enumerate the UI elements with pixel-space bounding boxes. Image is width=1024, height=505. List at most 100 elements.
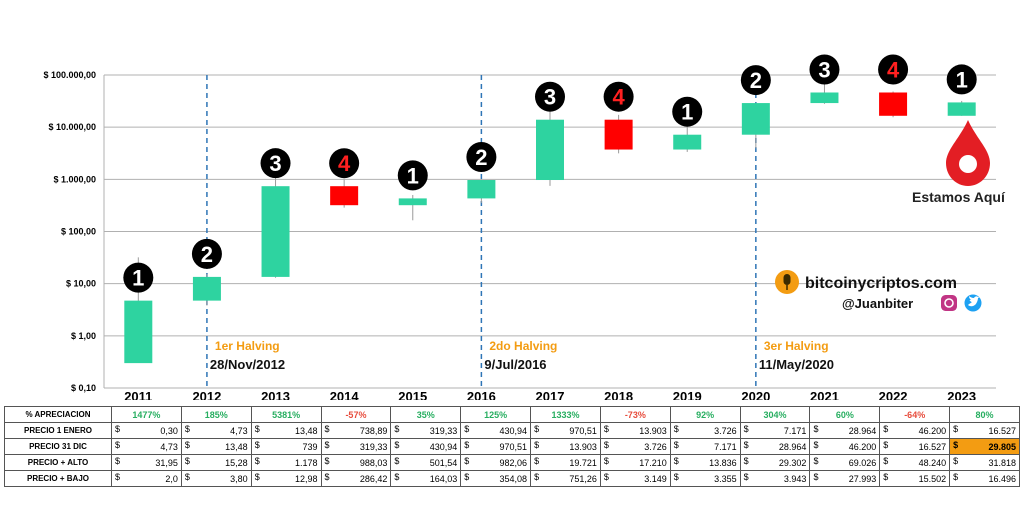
cycle-badge-number: 3 bbox=[818, 57, 830, 82]
cycle-badge bbox=[809, 54, 840, 85]
price-cell: $13.836 bbox=[669, 454, 741, 471]
price-cell: $3,80 bbox=[180, 470, 252, 487]
currency-symbol: $ bbox=[115, 440, 121, 450]
currency-symbol: $ bbox=[883, 424, 889, 434]
microphone-icon-body bbox=[783, 274, 791, 285]
price-cell: $286,42 bbox=[320, 470, 392, 487]
price-cell: $13.903 bbox=[599, 422, 671, 439]
cycle-badge-number: 4 bbox=[612, 85, 625, 110]
currency-symbol: $ bbox=[673, 472, 679, 482]
price-cell: $3.943 bbox=[739, 470, 811, 487]
cycle-badge-number: 1 bbox=[681, 100, 693, 125]
cycle-badge-number: 1 bbox=[956, 67, 968, 92]
row-label: PRECIO 31 DIC bbox=[4, 438, 112, 455]
location-drop-hole bbox=[959, 155, 977, 173]
price-cell: $19.721 bbox=[530, 454, 601, 471]
table-row: PRECIO 1 ENERO $0,30 $4,73 $13,48 $738,89 $31… bbox=[4, 422, 1020, 439]
brand-site: bitcoinycriptos.com bbox=[805, 275, 957, 292]
currency-symbol: $ bbox=[813, 424, 819, 434]
currency-symbol: $ bbox=[953, 424, 959, 434]
currency-symbol: $ bbox=[254, 424, 260, 434]
instagram-icon-lens bbox=[944, 298, 954, 308]
price-cell: $970,51 bbox=[460, 438, 532, 455]
currency-symbol: $ bbox=[534, 472, 540, 482]
y-tick-label: $ 100.000,00 bbox=[43, 70, 96, 80]
price-cell: $501,54 bbox=[390, 454, 462, 471]
halving-date: 9/Jul/2016 bbox=[484, 357, 546, 372]
price-cell: $164,03 bbox=[390, 470, 462, 487]
cycle-badge bbox=[466, 142, 497, 173]
price-cell: $13,48 bbox=[180, 438, 252, 455]
price-cell: $48.240 bbox=[879, 454, 951, 471]
x-tick-label: 2021 bbox=[810, 389, 839, 400]
table-row: PRECIO + BAJO $2,0 $3,80 $12,98 $286,42 $164,… bbox=[4, 470, 1020, 487]
price-cell: $751,26 bbox=[530, 470, 601, 487]
currency-symbol: $ bbox=[394, 424, 400, 434]
currency-symbol: $ bbox=[673, 440, 679, 450]
row-label: PRECIO + BAJO bbox=[4, 470, 112, 487]
currency-symbol: $ bbox=[603, 472, 609, 482]
price-cell: $16.527 bbox=[949, 422, 1020, 439]
instagram-icon bbox=[941, 295, 957, 311]
price-cell: $4,73 bbox=[111, 438, 182, 455]
price-cell: $46.200 bbox=[809, 438, 881, 455]
price-cell: $13.903 bbox=[530, 438, 601, 455]
price-cell: $29.302 bbox=[739, 454, 811, 471]
cycle-badge bbox=[878, 54, 909, 85]
x-tick-label: 2019 bbox=[673, 389, 702, 400]
halving-date: 11/May/2020 bbox=[759, 357, 834, 372]
price-cell: $0,30 bbox=[111, 422, 182, 439]
candle-body bbox=[604, 119, 633, 150]
pct-cell: -57% bbox=[320, 406, 392, 423]
x-tick-label: 2013 bbox=[261, 389, 290, 400]
cycle-badge-number: 4 bbox=[887, 57, 900, 82]
here-label: Estamos Aquí bbox=[912, 189, 1006, 205]
cycle-badge bbox=[946, 64, 977, 95]
cycle-badge bbox=[123, 262, 154, 293]
cycle-badge-number: 1 bbox=[132, 266, 144, 291]
twitter-icon-bird bbox=[968, 296, 980, 307]
price-cell: $3.149 bbox=[599, 470, 671, 487]
currency-symbol: $ bbox=[534, 456, 540, 466]
pct-cell: 1477% bbox=[111, 406, 182, 423]
pct-cell: 92% bbox=[669, 406, 741, 423]
cycle-badge bbox=[329, 148, 360, 179]
price-cell: $13,48 bbox=[250, 422, 322, 439]
price-cell: $17.210 bbox=[599, 454, 671, 471]
price-cell: $2,0 bbox=[111, 470, 182, 487]
cycle-badge bbox=[672, 96, 703, 127]
cycle-badges: 1 2 3 4 1 2 3 4 1 2 3 4 1 bbox=[123, 54, 977, 293]
currency-symbol: $ bbox=[953, 440, 959, 450]
y-tick-label: $ 100,00 bbox=[61, 227, 96, 237]
pct-cell: 60% bbox=[809, 406, 881, 423]
brand-handle: @Juanbiter bbox=[842, 296, 913, 311]
candle-body bbox=[192, 276, 221, 301]
candle-body bbox=[947, 102, 976, 116]
currency-symbol: $ bbox=[184, 456, 190, 466]
currency-symbol: $ bbox=[324, 424, 330, 434]
candle-body bbox=[741, 103, 770, 135]
currency-symbol: $ bbox=[464, 456, 470, 466]
price-cell: $15,28 bbox=[180, 454, 252, 471]
currency-symbol: $ bbox=[953, 456, 959, 466]
cycle-badge-number: 1 bbox=[407, 163, 419, 188]
x-tick-label: 2017 bbox=[536, 389, 565, 400]
price-cell: $16.496 bbox=[949, 470, 1020, 487]
currency-symbol: $ bbox=[254, 472, 260, 482]
pct-cell: 125% bbox=[460, 406, 532, 423]
currency-symbol: $ bbox=[324, 440, 330, 450]
price-chart: $ 100.000,00 $ 10.000,00 $ 1.000,00 $ 100,0… bbox=[43, 54, 1006, 400]
price-cell: $430,94 bbox=[390, 438, 462, 455]
cycle-badge-number: 3 bbox=[544, 85, 556, 110]
halving-label: 2do Halving bbox=[489, 339, 557, 353]
candle-body bbox=[879, 92, 908, 116]
price-cell: $319,33 bbox=[320, 438, 392, 455]
currency-symbol: $ bbox=[743, 424, 749, 434]
currency-symbol: $ bbox=[743, 440, 749, 450]
cycle-badge-number: 2 bbox=[475, 145, 487, 170]
currency-symbol: $ bbox=[394, 456, 400, 466]
price-cell: $982,06 bbox=[460, 454, 532, 471]
candle-body bbox=[398, 198, 427, 206]
price-cell: $28.964 bbox=[739, 438, 811, 455]
currency-symbol: $ bbox=[254, 440, 260, 450]
